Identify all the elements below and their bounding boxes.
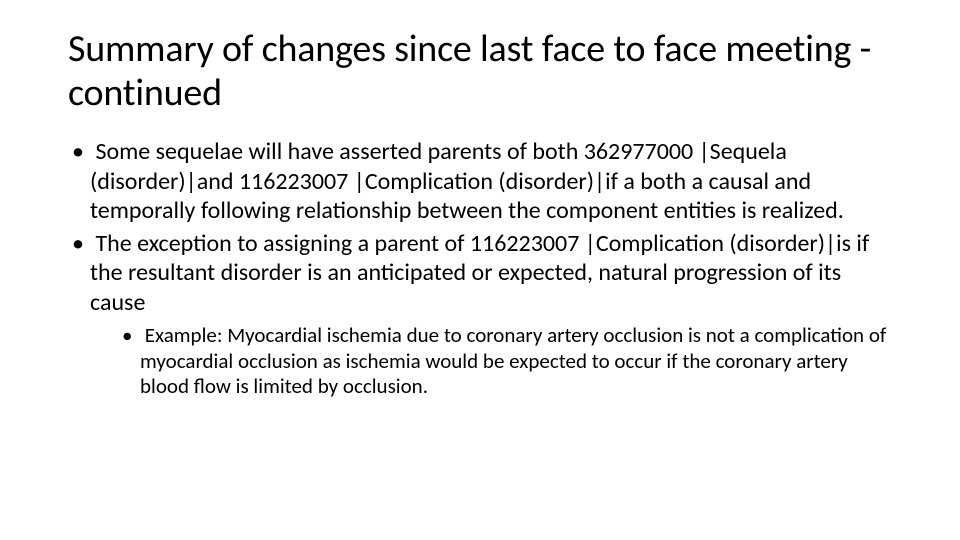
bullet-text: The exception to assigning a parent of 1… bbox=[90, 229, 869, 317]
sub-bullet-list: Example: Myocardial ischemia due to coro… bbox=[90, 323, 892, 400]
sub-bullet-text: Example: Myocardial ischemia due to coro… bbox=[140, 322, 886, 399]
list-item: The exception to assigning a parent of 1… bbox=[68, 229, 892, 400]
slide: Summary of changes since last face to fa… bbox=[0, 0, 960, 540]
bullet-list: Some sequelae will have asserted parents… bbox=[68, 137, 892, 399]
list-item: Some sequelae will have asserted parents… bbox=[68, 137, 892, 225]
slide-title: Summary of changes since last face to fa… bbox=[68, 28, 892, 115]
bullet-text: Some sequelae will have asserted parents… bbox=[90, 137, 844, 225]
list-item: Example: Myocardial ischemia due to coro… bbox=[120, 323, 892, 400]
